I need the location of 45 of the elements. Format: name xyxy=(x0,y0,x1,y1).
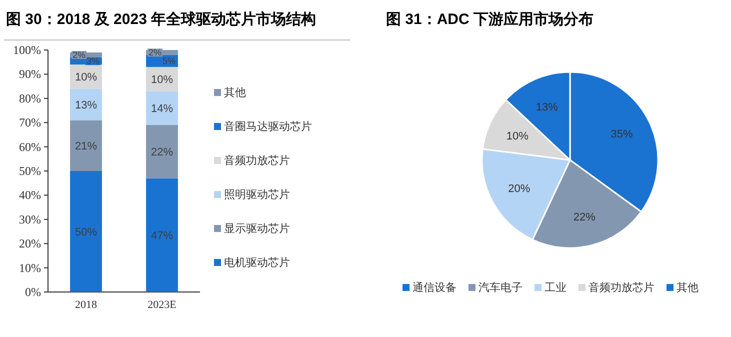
x-tick-label: 2018 xyxy=(75,299,98,311)
y-tick-label: 60% xyxy=(19,140,41,154)
legend-label: 音频功放芯片 xyxy=(588,281,654,294)
y-tick-label: 50% xyxy=(19,164,41,178)
y-tick-label: 0% xyxy=(25,285,41,299)
data-label: 2% xyxy=(148,48,162,58)
data-label: 13% xyxy=(536,102,558,114)
legend-label: 汽车电子 xyxy=(478,281,522,294)
chart-title: 图 31：ADC 下游应用市场分布 xyxy=(386,10,594,28)
data-label: 14% xyxy=(150,103,174,116)
data-label: 2% xyxy=(72,50,86,60)
data-label: 3% xyxy=(86,56,100,66)
legend-label: 其他 xyxy=(676,281,698,294)
legend-label: 通信设备 xyxy=(412,281,456,294)
legend-label: 音圈马达驱动芯片 xyxy=(224,120,312,133)
legend-label: 显示驱动芯片 xyxy=(224,222,290,235)
chart-title: 图 30：2018 及 2023 年全球驱动芯片市场结构 xyxy=(6,10,316,28)
data-label: 22% xyxy=(150,146,174,159)
y-tick-label: 30% xyxy=(19,212,41,226)
data-label: 22% xyxy=(573,211,596,224)
data-label: 50% xyxy=(74,226,98,238)
slice: 20% xyxy=(481,148,571,240)
data-label: 20% xyxy=(508,182,530,195)
y-tick-label: 80% xyxy=(19,91,41,106)
data-label: 47% xyxy=(150,230,174,242)
y-tick-label: 70% xyxy=(19,116,41,130)
legend-label: 工业 xyxy=(544,281,566,294)
x-tick-label: 2023E xyxy=(148,299,177,311)
y-tick-label: 100% xyxy=(13,43,41,57)
y-tick-label: 90% xyxy=(19,67,41,82)
data-label: 13% xyxy=(74,99,98,112)
legend-label: 音频功放芯片 xyxy=(224,154,290,167)
data-label: 5% xyxy=(162,56,176,66)
data-label: 21% xyxy=(74,140,98,153)
legend-label: 电机驱动芯片 xyxy=(224,256,290,269)
legend-label: 照明驱动芯片 xyxy=(224,188,290,201)
data-label: 10% xyxy=(150,74,174,86)
y-tick-label: 40% xyxy=(19,188,41,202)
slice: 22% xyxy=(532,159,642,249)
data-label: 10% xyxy=(506,130,529,142)
y-tick-label: 20% xyxy=(19,236,41,251)
y-tick-label: 10% xyxy=(19,260,41,275)
data-label: 10% xyxy=(74,72,98,84)
data-label: 35% xyxy=(610,128,633,141)
legend-label: 其他 xyxy=(224,86,246,99)
